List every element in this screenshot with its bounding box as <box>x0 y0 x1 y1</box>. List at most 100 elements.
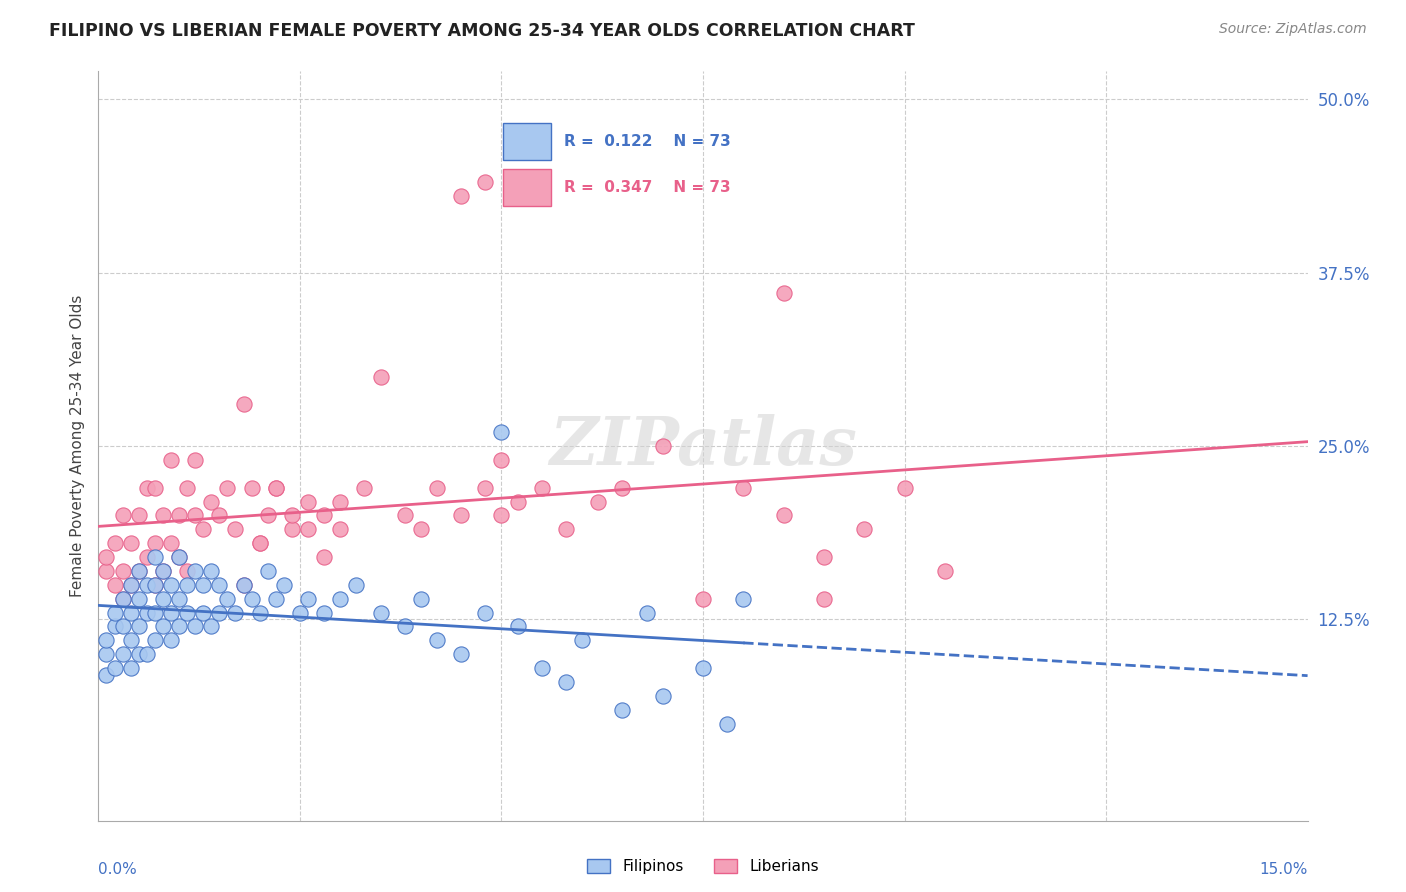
Point <box>128 647 150 661</box>
Point <box>217 591 239 606</box>
Point <box>474 481 496 495</box>
Point <box>111 591 134 606</box>
Point <box>167 619 190 633</box>
Point <box>329 591 352 606</box>
Point <box>934 564 956 578</box>
Point <box>224 606 246 620</box>
Point <box>264 481 287 495</box>
Point <box>249 536 271 550</box>
Point <box>152 508 174 523</box>
Point <box>772 508 794 523</box>
Point <box>555 674 578 689</box>
Point <box>612 481 634 495</box>
Point <box>152 591 174 606</box>
Point <box>692 661 714 675</box>
Point <box>193 578 215 592</box>
Point <box>232 578 254 592</box>
Point <box>184 453 207 467</box>
Point <box>450 189 472 203</box>
Point <box>344 578 367 592</box>
Point <box>394 508 416 523</box>
Point <box>256 508 278 523</box>
Point <box>813 591 835 606</box>
Point <box>232 397 254 411</box>
Point <box>176 564 198 578</box>
Point <box>273 578 295 592</box>
Point <box>167 549 190 564</box>
Point <box>96 564 118 578</box>
Point <box>208 508 231 523</box>
Point <box>256 564 278 578</box>
Point <box>281 522 304 536</box>
Point <box>143 578 166 592</box>
Point <box>571 633 593 648</box>
Point <box>128 619 150 633</box>
Point <box>111 508 134 523</box>
Text: ZIPatlas: ZIPatlas <box>550 414 856 478</box>
Point <box>128 591 150 606</box>
Text: FILIPINO VS LIBERIAN FEMALE POVERTY AMONG 25-34 YEAR OLDS CORRELATION CHART: FILIPINO VS LIBERIAN FEMALE POVERTY AMON… <box>49 22 915 40</box>
Point <box>96 549 118 564</box>
Point <box>111 591 134 606</box>
Point <box>249 606 271 620</box>
Point <box>96 633 118 648</box>
Point <box>612 703 634 717</box>
Point <box>232 578 254 592</box>
Point <box>143 536 166 550</box>
Point <box>240 481 263 495</box>
Text: 15.0%: 15.0% <box>1260 862 1308 877</box>
Point <box>167 508 190 523</box>
Point <box>176 481 198 495</box>
Point <box>160 536 183 550</box>
Point <box>184 564 207 578</box>
Point <box>297 522 319 536</box>
Point <box>370 606 392 620</box>
Point <box>152 564 174 578</box>
Point <box>491 508 513 523</box>
Point <box>152 619 174 633</box>
Point <box>692 591 714 606</box>
Point <box>120 661 142 675</box>
Point <box>135 647 157 661</box>
Point <box>128 564 150 578</box>
Point <box>853 522 876 536</box>
Point <box>208 578 231 592</box>
Point <box>200 619 222 633</box>
Point <box>96 647 118 661</box>
Point <box>409 591 432 606</box>
Point <box>329 522 352 536</box>
Point <box>530 481 553 495</box>
Point <box>651 439 673 453</box>
Point <box>128 508 150 523</box>
Point <box>733 591 755 606</box>
Point <box>103 578 125 592</box>
Point <box>120 633 142 648</box>
Point <box>128 564 150 578</box>
Point <box>530 661 553 675</box>
Point <box>167 591 190 606</box>
Point <box>200 494 222 508</box>
Point <box>450 647 472 661</box>
Point <box>314 508 336 523</box>
Point <box>506 494 529 508</box>
Point <box>426 481 449 495</box>
Point <box>143 633 166 648</box>
Point <box>160 578 183 592</box>
Point <box>143 481 166 495</box>
Point <box>111 619 134 633</box>
Point <box>96 668 118 682</box>
Point <box>120 536 142 550</box>
Point <box>555 522 578 536</box>
Point <box>184 508 207 523</box>
Y-axis label: Female Poverty Among 25-34 Year Olds: Female Poverty Among 25-34 Year Olds <box>69 295 84 597</box>
Point <box>135 481 157 495</box>
Point <box>288 606 311 620</box>
Point <box>733 481 755 495</box>
Point <box>491 453 513 467</box>
Point <box>200 564 222 578</box>
Point <box>103 661 125 675</box>
Point <box>224 522 246 536</box>
Point <box>264 481 287 495</box>
Legend: Filipinos, Liberians: Filipinos, Liberians <box>581 853 825 880</box>
Point <box>893 481 915 495</box>
